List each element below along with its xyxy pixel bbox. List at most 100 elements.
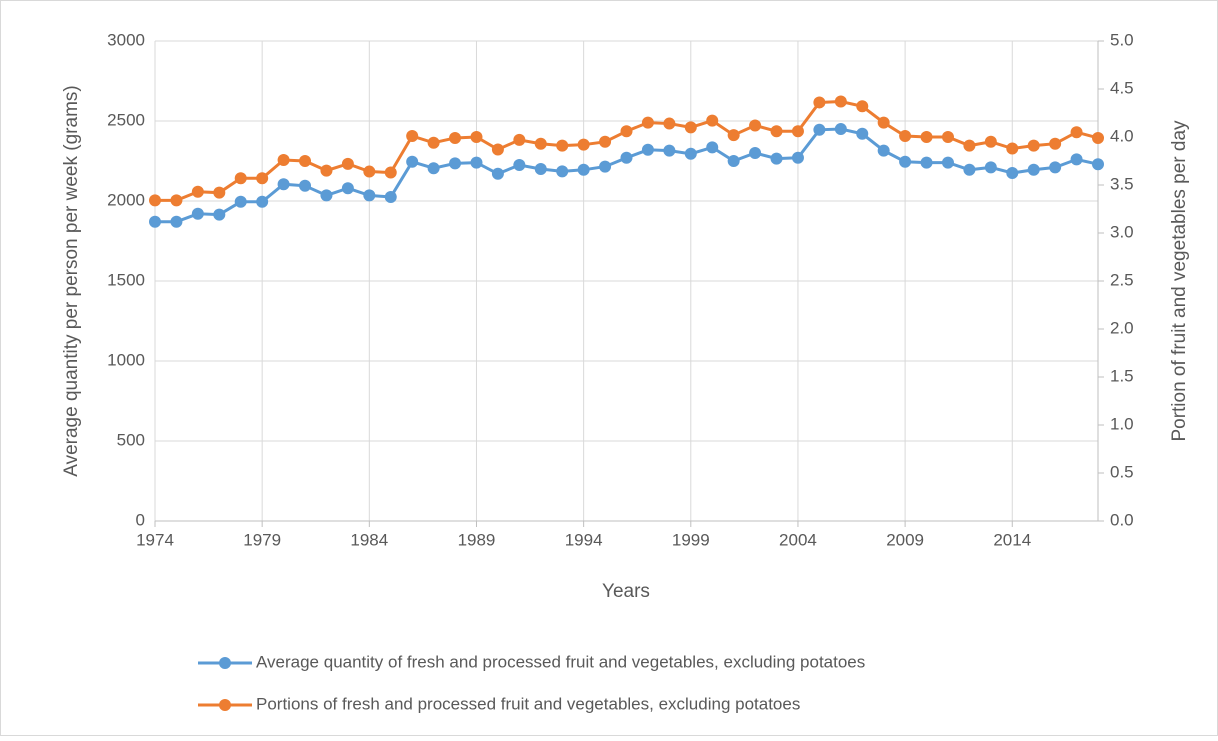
data-point bbox=[384, 166, 397, 179]
data-point bbox=[363, 165, 376, 178]
data-point bbox=[256, 195, 269, 208]
y2-tick-label: 4.0 bbox=[1110, 126, 1134, 145]
data-point bbox=[191, 185, 204, 198]
data-point bbox=[684, 121, 697, 134]
data-point bbox=[706, 114, 719, 127]
legend-label: Portions of fresh and processed fruit an… bbox=[256, 694, 800, 713]
y2-tick-label: 5.0 bbox=[1110, 30, 1134, 49]
data-point bbox=[620, 151, 633, 164]
data-point bbox=[577, 138, 590, 151]
data-point bbox=[213, 186, 226, 199]
data-point bbox=[599, 135, 612, 148]
y2-tick-label: 1.0 bbox=[1110, 414, 1134, 433]
data-point bbox=[770, 152, 783, 165]
x-tick-label: 1979 bbox=[243, 530, 281, 549]
data-point bbox=[556, 165, 569, 178]
data-point bbox=[427, 162, 440, 175]
data-point bbox=[856, 127, 869, 140]
x-tick-label: 1989 bbox=[458, 530, 496, 549]
data-point bbox=[791, 151, 804, 164]
data-point bbox=[1092, 158, 1104, 171]
data-point bbox=[1070, 153, 1083, 166]
data-point bbox=[663, 144, 676, 157]
data-point bbox=[213, 208, 226, 221]
data-point bbox=[834, 123, 847, 135]
data-point bbox=[170, 194, 183, 207]
data-point bbox=[813, 96, 826, 109]
y2-tick-label: 4.5 bbox=[1110, 78, 1134, 97]
y-tick-label: 3000 bbox=[107, 30, 145, 49]
data-point bbox=[234, 195, 247, 208]
y-tick-label: 1000 bbox=[107, 350, 145, 369]
data-point bbox=[1006, 142, 1019, 155]
data-point bbox=[256, 172, 269, 185]
data-point bbox=[191, 207, 204, 220]
x-tick-label: 1974 bbox=[136, 530, 174, 549]
y2-tick-label: 2.0 bbox=[1110, 318, 1134, 337]
legend-label: Average quantity of fresh and processed … bbox=[256, 652, 865, 671]
data-point bbox=[170, 215, 183, 228]
data-point bbox=[834, 95, 847, 108]
x-tick-label: 2009 bbox=[886, 530, 924, 549]
legend-marker bbox=[219, 699, 231, 711]
data-point bbox=[899, 130, 912, 143]
data-point bbox=[1027, 163, 1040, 176]
data-point bbox=[984, 135, 997, 148]
y-tick-label: 2500 bbox=[107, 110, 145, 129]
x-tick-label: 1999 bbox=[672, 530, 710, 549]
data-point bbox=[534, 163, 547, 175]
y-tick-label: 500 bbox=[117, 430, 145, 449]
data-point bbox=[620, 125, 633, 138]
data-point bbox=[641, 116, 654, 129]
data-point bbox=[856, 100, 869, 113]
data-point bbox=[920, 131, 933, 143]
data-point bbox=[384, 191, 397, 203]
data-point bbox=[556, 139, 569, 152]
y-axis-title: Average quantity per person per week (gr… bbox=[61, 85, 82, 476]
data-point bbox=[341, 182, 354, 195]
data-point bbox=[727, 129, 740, 142]
data-point bbox=[641, 143, 654, 156]
y2-tick-label: 3.0 bbox=[1110, 222, 1134, 241]
data-point bbox=[599, 160, 612, 173]
data-point bbox=[963, 139, 976, 152]
legend-marker bbox=[219, 657, 231, 669]
data-point bbox=[941, 131, 954, 143]
data-point bbox=[277, 154, 290, 167]
y2-tick-label: 2.5 bbox=[1110, 270, 1134, 289]
data-point bbox=[1092, 131, 1104, 144]
data-point bbox=[963, 163, 976, 176]
data-point bbox=[449, 131, 462, 144]
data-point bbox=[684, 147, 697, 160]
data-point bbox=[449, 157, 462, 170]
x-axis-title: Years bbox=[602, 581, 650, 602]
data-point bbox=[1049, 161, 1062, 174]
y2-axis-title: Portion of fruit and vegetables per day bbox=[1169, 120, 1190, 442]
x-tick-label: 1984 bbox=[350, 530, 388, 549]
data-point bbox=[941, 156, 954, 169]
data-point bbox=[877, 116, 890, 129]
data-point bbox=[299, 179, 312, 192]
data-point bbox=[234, 172, 247, 185]
data-point bbox=[299, 155, 312, 167]
y2-tick-label: 1.5 bbox=[1110, 366, 1134, 385]
data-point bbox=[663, 117, 676, 130]
data-point bbox=[749, 119, 762, 132]
data-point bbox=[470, 156, 483, 169]
data-point bbox=[1006, 167, 1019, 179]
y-tick-label: 0 bbox=[136, 510, 145, 529]
data-point bbox=[984, 161, 997, 174]
data-point bbox=[491, 167, 504, 180]
data-point bbox=[406, 130, 419, 143]
y2-tick-label: 0.0 bbox=[1110, 510, 1134, 529]
y-tick-label: 1500 bbox=[107, 270, 145, 289]
data-point bbox=[341, 157, 354, 170]
data-point bbox=[149, 194, 161, 207]
data-point bbox=[149, 215, 161, 228]
x-tick-label: 2004 bbox=[779, 530, 817, 549]
data-point bbox=[277, 178, 290, 191]
y2-tick-label: 0.5 bbox=[1110, 462, 1134, 481]
data-point bbox=[727, 155, 740, 167]
data-point bbox=[513, 159, 526, 171]
